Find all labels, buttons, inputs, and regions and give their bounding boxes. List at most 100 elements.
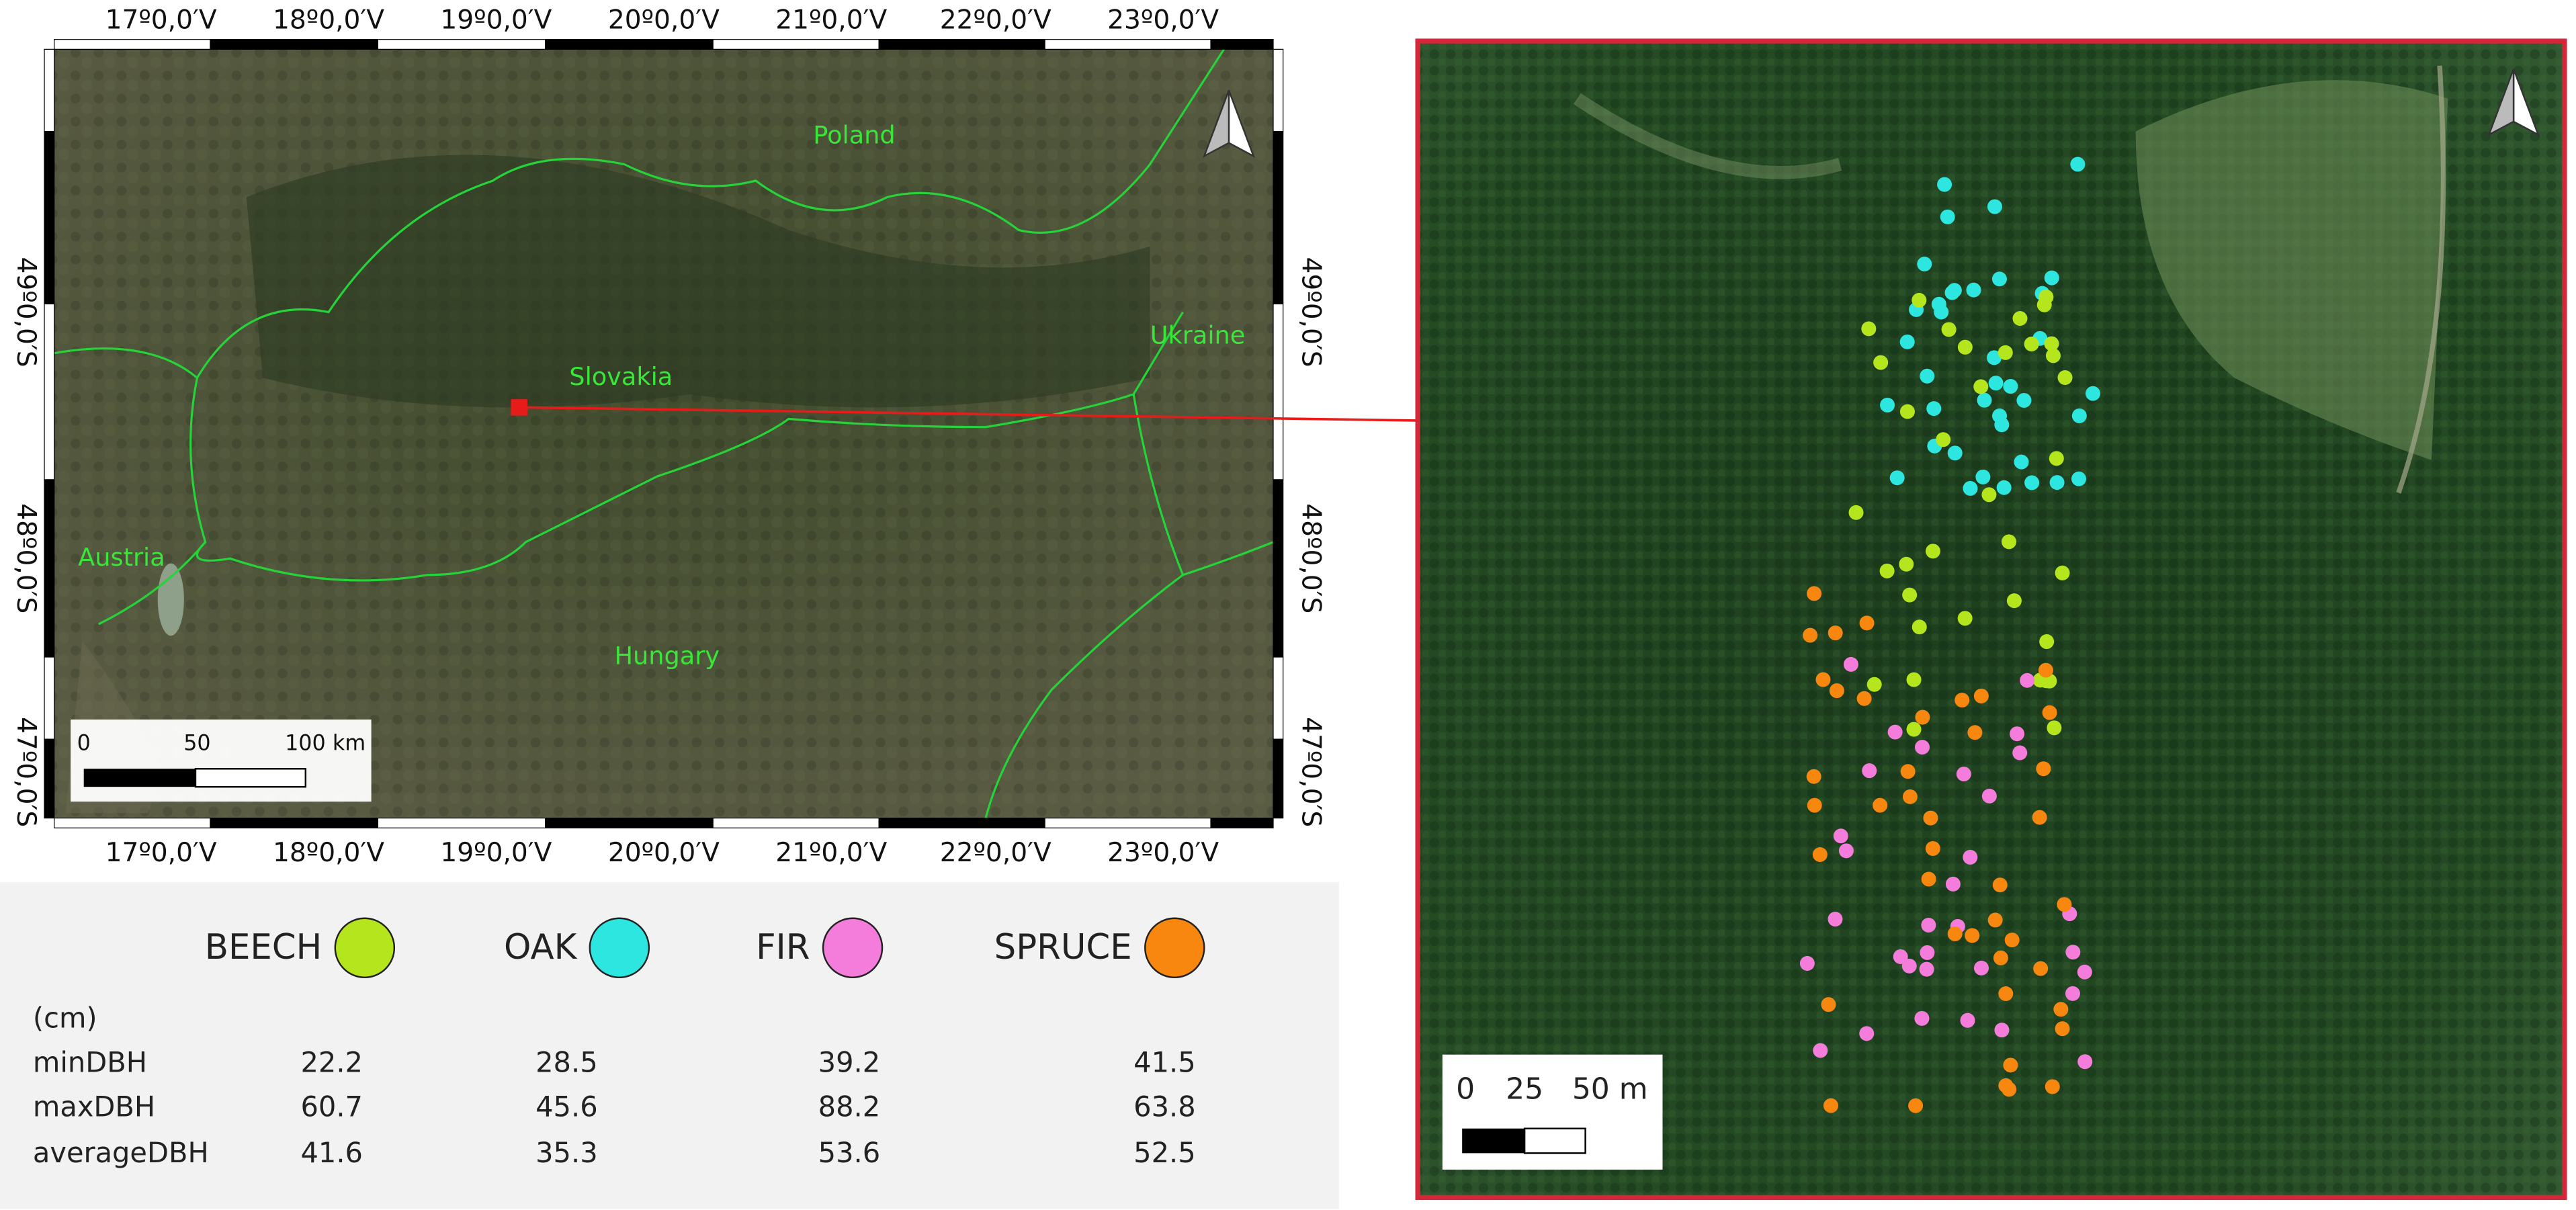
tree-point: [2065, 945, 2081, 960]
unit-label: (cm): [33, 1001, 97, 1034]
species-name: FIR: [756, 927, 810, 967]
tree-point: [1937, 177, 1952, 192]
tree-point: [1815, 672, 1831, 687]
tree-point: [1917, 257, 1932, 272]
country-label: Ukraine: [1150, 321, 1246, 350]
tree-point: [1812, 847, 1828, 863]
frame-segment: [1210, 39, 1274, 50]
table-value: 52.5: [1133, 1136, 1196, 1169]
table-value: 28.5: [535, 1045, 598, 1078]
table-value: 45.6: [535, 1090, 598, 1123]
tree-point: [1998, 986, 2014, 1001]
longitude-label: 18º0,0′V: [273, 5, 384, 35]
tree-point: [1920, 368, 1935, 384]
tree-point: [1963, 480, 1978, 496]
tree-point: [2065, 986, 2080, 1001]
study-site-marker: [511, 399, 527, 416]
tree-point: [1807, 586, 1822, 601]
country-label: Poland: [813, 120, 895, 149]
frame-segment: [210, 818, 378, 828]
tree-point: [1946, 283, 1962, 298]
tree-point: [1921, 918, 1936, 933]
tree-point: [2042, 705, 2057, 720]
border-line: [97, 394, 1185, 819]
scale-box: [71, 719, 372, 802]
species-name: BEECH: [205, 927, 323, 967]
tree-point: [1813, 1043, 1828, 1058]
tree-point: [2045, 1079, 2060, 1094]
tree-point: [2010, 726, 2025, 742]
tree-point: [2045, 348, 2061, 363]
tree-point: [2020, 673, 2035, 688]
frame-segment: [1273, 130, 1284, 304]
detail-map: 0 25 50 m: [1415, 38, 2567, 1201]
tree-point: [1923, 810, 1938, 826]
scale-segment: [1523, 1127, 1586, 1154]
table-value: 63.8: [1133, 1090, 1196, 1123]
tree-point: [1803, 628, 1818, 643]
tree-point: [1806, 769, 1821, 784]
species-swatch: [589, 917, 650, 979]
tree-point: [2049, 451, 2064, 466]
tree-point: [1919, 961, 1934, 977]
latitude-label: 48º0,0′S: [11, 503, 41, 613]
table-value: 88.2: [818, 1090, 881, 1123]
tree-point: [1987, 912, 2003, 928]
frame-segment: [545, 818, 714, 828]
longitude-label: 21º0,0′V: [775, 838, 887, 868]
frame-segment: [44, 656, 55, 740]
tree-point: [2047, 720, 2062, 736]
tree-point: [2077, 1054, 2093, 1070]
table-value: 60.7: [300, 1090, 363, 1123]
scale-bar: 0 50 100 km: [71, 719, 372, 802]
tree-point: [2024, 475, 2040, 490]
scale-segment: [194, 768, 307, 788]
tree-point: [2085, 386, 2101, 401]
frame-segment: [54, 818, 211, 828]
tree-point: [2049, 475, 2065, 490]
tree-point: [1973, 688, 1989, 703]
tree-point: [1965, 928, 1980, 943]
tree-point: [1914, 1010, 1930, 1026]
tree-point: [1828, 625, 1843, 641]
tree-point: [1914, 740, 1930, 755]
tree-point: [2036, 761, 2051, 777]
country-label: Slovakia: [569, 362, 673, 391]
tree-point: [2057, 370, 2073, 386]
tree-point: [1902, 789, 1918, 804]
tree-point: [1996, 480, 2012, 495]
tree-point: [1866, 677, 1882, 692]
clearing: [2135, 80, 2448, 460]
tree-point: [1926, 401, 1942, 417]
frame-segment: [545, 39, 714, 50]
tree-point: [1889, 470, 1905, 486]
scale-segment: [1462, 1128, 1525, 1154]
tree-point: [1859, 1026, 1875, 1041]
tree-point: [1956, 767, 1971, 782]
frame-segment: [1044, 818, 1211, 828]
tree-point: [2003, 379, 2018, 394]
frame-segment: [377, 818, 546, 828]
frame-segment: [1273, 656, 1284, 740]
scale-label: 50 m: [1572, 1072, 1648, 1106]
table-value: 53.6: [818, 1136, 881, 1169]
scale-label: 25: [1506, 1072, 1543, 1106]
frame-segment: [712, 818, 879, 828]
longitude-label: 22º0,0′V: [940, 838, 1051, 868]
row-label: minDBH: [33, 1045, 147, 1078]
scale-label: 0: [1456, 1072, 1475, 1106]
tree-point: [1915, 709, 1930, 725]
tree-point: [2044, 270, 2059, 286]
tree-point: [2032, 810, 2047, 825]
map-frame: 17º0,0′V 18º0,0′V 19º0,0′V 20º0,0′V 21º0,0′V…: [11, 5, 1326, 868]
tree-point: [1925, 544, 1940, 559]
tree-point: [2004, 933, 2020, 948]
frame-segment: [1044, 39, 1211, 50]
species-swatch: [822, 917, 884, 979]
tree-point: [1966, 282, 1981, 298]
tree-point: [1861, 321, 1877, 337]
latitude-label: 49º0,0′S: [11, 257, 41, 368]
longitude-label: 18º0,0′V: [273, 838, 384, 868]
border-line: [1183, 541, 1274, 576]
